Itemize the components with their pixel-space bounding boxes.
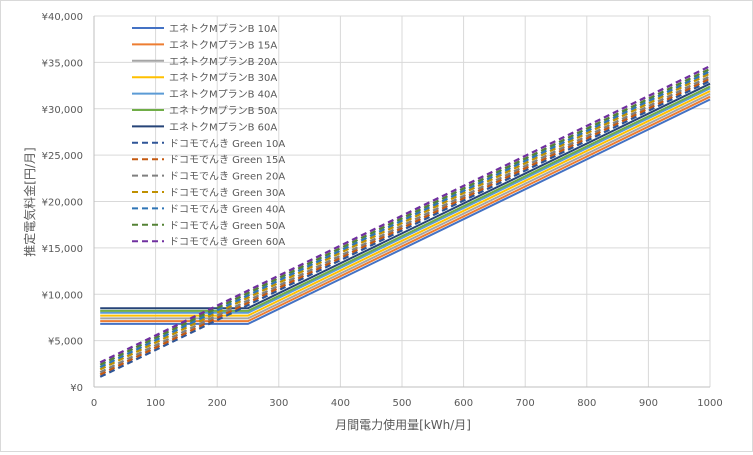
legend-item-9[interactable]: ドコモでんき Green 15A — [132, 154, 285, 166]
legend-item-12[interactable]: ドコモでんき Green 40A — [132, 203, 285, 215]
legend-label: エネトクMプランB 50A — [169, 105, 277, 117]
axes — [93, 16, 710, 388]
legend-label: エネトクMプランB 20A — [169, 56, 277, 68]
series-line-2 — [100, 95, 711, 323]
series-line-12 — [99, 70, 711, 369]
x-tick-label: 600 — [454, 398, 473, 409]
legend-label: ドコモでんき Green 10A — [169, 138, 285, 150]
x-tick-label: 200 — [208, 398, 227, 409]
legend-label: ドコモでんき Green 20A — [169, 171, 285, 183]
legend-label: ドコモでんき Green 15A — [169, 154, 285, 166]
legend-label: エネトクMプランB 15A — [169, 39, 277, 51]
x-tick-label: 300 — [269, 398, 288, 409]
series-lines — [99, 65, 711, 378]
series-line-4 — [100, 90, 711, 317]
legend-item-8[interactable]: ドコモでんき Green 10A — [132, 138, 285, 150]
legend-label: ドコモでんき Green 50A — [169, 220, 285, 232]
x-tick-label: 100 — [146, 398, 165, 409]
legend-item-6[interactable]: エネトクMプランB 50A — [132, 105, 277, 117]
y-tick-label: ¥35,000 — [42, 58, 83, 69]
legend-label: ドコモでんき Green 40A — [169, 203, 285, 215]
legend-item-3[interactable]: エネトクMプランB 20A — [132, 56, 277, 68]
legend-label: ドコモでんき Green 30A — [169, 187, 285, 199]
legend-label: エネトクMプランB 30A — [169, 72, 277, 84]
series-line-14 — [99, 65, 711, 364]
tick-labels: ¥0 ¥5,000 ¥10,000 ¥15,000 ¥20,000 ¥25,000 ¥30,… — [42, 12, 723, 409]
series-line-8 — [99, 79, 711, 378]
series-line-6 — [100, 85, 711, 312]
y-tick-label: ¥15,000 — [42, 244, 83, 255]
y-tick-label: ¥25,000 — [42, 151, 83, 162]
legend-item-5[interactable]: エネトクMプランB 40A — [132, 89, 277, 101]
legend-label: エネトクMプランB 40A — [169, 89, 277, 101]
x-tick-label: 800 — [577, 398, 596, 409]
y-axis-title: 推定電気料金[円/月] — [22, 147, 37, 256]
legend-item-4[interactable]: エネトクMプランB 30A — [132, 72, 277, 84]
legend-item-10[interactable]: ドコモでんき Green 20A — [132, 171, 285, 183]
legend-item-7[interactable]: エネトクMプランB 60A — [132, 121, 277, 133]
legend-item-11[interactable]: ドコモでんき Green 30A — [132, 187, 285, 199]
x-axis-title: 月間電力使用量[kWh/月] — [335, 417, 471, 432]
y-tick-label: ¥40,000 — [42, 12, 83, 23]
legend-item-2[interactable]: エネトクMプランB 15A — [132, 39, 277, 51]
series-line-9 — [99, 77, 711, 376]
x-tick-label: 400 — [331, 398, 350, 409]
legend-item-1[interactable]: エネトクMプランB 10A — [132, 23, 277, 35]
legend-label: エネトクMプランB 60A — [169, 121, 277, 133]
series-line-1 — [100, 98, 711, 325]
legend-item-14[interactable]: ドコモでんき Green 60A — [132, 236, 285, 248]
series-line-10 — [99, 75, 711, 374]
legend-item-13[interactable]: ドコモでんき Green 50A — [132, 220, 285, 232]
legend[interactable]: エネトクMプランB 10A エネトクMプランB 15A エネトクMプランB 20A エ… — [132, 23, 285, 248]
y-tick-label: ¥10,000 — [42, 290, 83, 301]
x-tick-label: 1000 — [697, 398, 722, 409]
y-tick-label: ¥30,000 — [42, 105, 83, 116]
series-line-11 — [99, 72, 711, 371]
series-line-5 — [100, 87, 711, 314]
y-tick-label: ¥0 — [70, 383, 83, 394]
series-line-13 — [99, 67, 711, 366]
legend-label: ドコモでんき Green 60A — [169, 236, 285, 248]
x-tick-label: 0 — [91, 398, 97, 409]
x-tick-label: 500 — [392, 398, 411, 409]
y-tick-label: ¥20,000 — [42, 198, 83, 209]
series-line-3 — [100, 93, 711, 320]
legend-label: エネトクMプランB 10A — [169, 23, 277, 35]
x-tick-label: 900 — [639, 398, 658, 409]
series-line-7 — [100, 82, 711, 310]
x-tick-label: 700 — [516, 398, 535, 409]
y-tick-label: ¥5,000 — [48, 337, 83, 348]
